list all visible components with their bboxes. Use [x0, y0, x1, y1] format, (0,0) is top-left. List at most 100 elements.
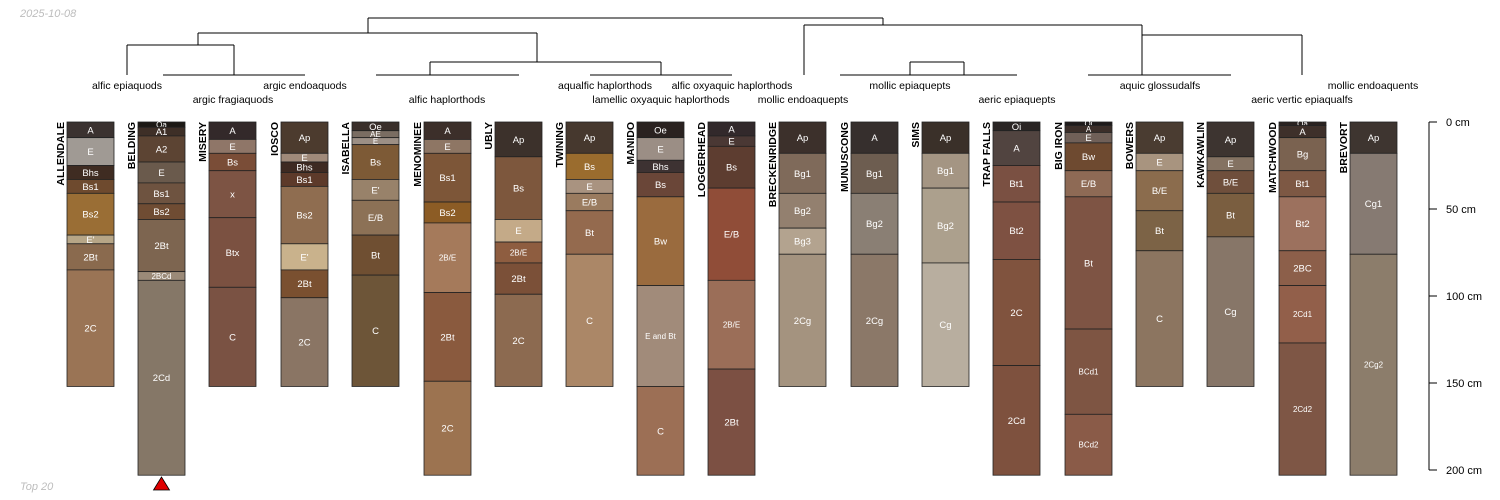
horizon-label: E — [515, 226, 521, 237]
horizon-rect — [850, 192, 899, 255]
horizon-label: E — [1227, 159, 1233, 170]
horizon-rect — [1064, 413, 1113, 476]
horizon-rect — [1206, 236, 1255, 387]
horizon-label: B/E — [1223, 177, 1238, 188]
horizon-label: 2Cd2 — [1293, 405, 1313, 414]
taxon-label: lamellic oxyaquic haplorthods — [592, 94, 729, 106]
horizon-rect — [778, 152, 827, 194]
horizon-rect — [280, 269, 329, 299]
horizon-label: Bt1 — [1009, 179, 1023, 190]
horizon-label: Bw — [1082, 152, 1095, 163]
horizon-label: E — [373, 137, 378, 146]
profile-breckenridge: BRECKENRIDGE Ap Bg1 Bg2 Bg3 2Cg — [767, 121, 827, 387]
depth-tick-label: 50 cm — [1446, 204, 1476, 216]
horizon-label: E/B — [724, 230, 739, 241]
horizon-label: C — [372, 326, 379, 337]
horizon-label: 2Bt — [440, 332, 455, 343]
horizon-label: Ap — [513, 135, 525, 146]
horizon-rect — [921, 152, 970, 189]
horizon-label: 2BCd — [151, 272, 171, 281]
horizon-rect — [1064, 328, 1113, 415]
horizon-rect — [636, 285, 685, 387]
horizon-label: A — [1013, 144, 1020, 155]
horizon-label: Bs2 — [153, 207, 169, 218]
horizon-label: E and Bt — [645, 332, 676, 341]
horizon-rect — [1135, 170, 1184, 212]
horizon-label: A — [1086, 125, 1092, 134]
profile-bowers: BOWERS Ap E B/E Bt C — [1124, 121, 1184, 387]
horizon-rect — [1278, 137, 1327, 172]
horizon-label: E — [158, 168, 164, 179]
horizon-label: Oi — [1085, 120, 1093, 129]
taxon-label: argic fragiaquods — [193, 94, 274, 106]
depth-tick-label: 100 cm — [1446, 291, 1482, 303]
profile-name: MANIDO — [625, 122, 637, 165]
horizon-label: 2Bt — [297, 279, 312, 290]
horizon-rect — [565, 253, 614, 387]
profile-name: IOSCO — [269, 122, 281, 156]
horizon-label: 2Bt — [83, 252, 98, 263]
horizon-label: 2B/E — [439, 254, 456, 263]
depth-tick-label: 200 cm — [1446, 465, 1482, 477]
depth-axis: 0 cm 50 cm 100 cm 150 cm 200 cm — [1428, 117, 1482, 477]
profile-name: UBLY — [483, 122, 495, 150]
taxon-label: mollic endoaquepts — [758, 94, 848, 106]
horizon-label: Bt2 — [1009, 226, 1023, 237]
horizon-rect — [921, 187, 970, 264]
horizon-label: Bs1 — [296, 175, 312, 186]
profile-matchwood: MATCHWOOD OaA Bg Bt1 Bt2 2BC 2Cd1 2Cd2 — [1267, 120, 1327, 476]
profile-ubly: UBLY Ap Bs E 2B/E 2Bt 2C — [483, 121, 543, 387]
horizon-label: Oa — [1297, 120, 1308, 129]
horizon-label: 2Cd — [1008, 416, 1025, 427]
profile-twining: TWINING Ap Bs E E/B Bt C — [554, 121, 614, 387]
horizon-label: Bs1 — [439, 173, 455, 184]
horizon-label: A — [87, 125, 94, 136]
taxon-label: argic endoaquods — [263, 80, 346, 92]
horizon-rect — [850, 121, 899, 154]
profile-misery: MISERY AE Bs x Btx C — [197, 121, 257, 387]
horizon-label: A — [229, 126, 236, 137]
horizon-rect — [1349, 152, 1398, 255]
profile-name: SIMS — [910, 122, 922, 148]
taxon-label: alfic haplorthods — [409, 94, 485, 106]
taxon-label: aqualfic haplorthods — [558, 80, 652, 92]
horizon-label: Oe — [369, 122, 382, 133]
horizon-rect — [636, 172, 685, 198]
horizon-rect — [850, 253, 899, 387]
horizon-label: AE — [370, 130, 381, 139]
truncation-marker — [152, 476, 171, 491]
horizon-label: Bt — [1155, 226, 1164, 237]
taxon-label: alfic epiaquods — [92, 80, 162, 92]
horizon-label: Bt — [585, 228, 594, 239]
horizon-label: Cg — [1224, 307, 1236, 318]
horizon-label: 2C — [84, 324, 96, 335]
horizon-label: Bg2 — [794, 206, 811, 217]
horizon-rect — [137, 219, 186, 273]
horizon-rect — [1278, 342, 1327, 476]
horizon-label: Bg1 — [794, 169, 811, 180]
horizon-label: E/B — [582, 197, 597, 208]
horizon-rect — [1349, 253, 1398, 476]
horizon-rect — [1135, 250, 1184, 387]
horizon-label: A2 — [156, 144, 168, 155]
horizon-label: B/E — [1152, 186, 1167, 197]
horizon-rect — [1206, 192, 1255, 238]
horizon-rect — [636, 196, 685, 286]
horizon-label: BCd1 — [1078, 368, 1099, 377]
horizon-label: Bt — [1226, 211, 1235, 222]
horizon-label: Bs — [726, 163, 737, 174]
horizon-label: Bg1 — [866, 169, 883, 180]
horizon-label: Oi — [1012, 122, 1022, 133]
horizon-rect — [921, 121, 970, 154]
horizon-label: E — [657, 144, 663, 155]
horizon-label: Ap — [797, 133, 809, 144]
profile-name: ISABELLA — [340, 122, 352, 175]
horizon-label: Bw — [654, 237, 667, 248]
dendrogram — [126, 17, 1303, 76]
horizon-rect — [1135, 121, 1184, 154]
horizon-label: 2Cd — [153, 373, 170, 384]
